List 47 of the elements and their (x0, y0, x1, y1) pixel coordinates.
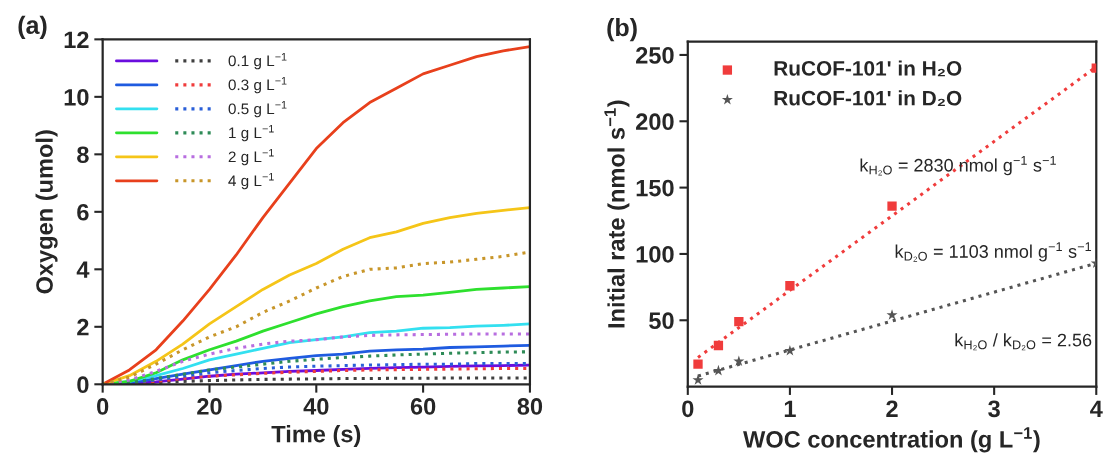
y-tick-label: 4 (76, 261, 90, 278)
y-tick-label: 6 (77, 203, 89, 221)
y-tick-label: 100 (636, 246, 674, 263)
point (886, 309, 898, 320)
x-tick-label: 0 (97, 398, 109, 415)
legend-label: 0.1 g L$^{−1}$ (228, 53, 287, 70)
annotation: k$_{H₂O}$ = 2830 nmol g$^{−1}$ s$^{−1}$ (860, 156, 1056, 176)
point (692, 374, 704, 385)
y-tick-label: 2 (77, 318, 89, 336)
legend-label: 0.3 g L$^{−1}$ (228, 77, 287, 94)
x-tick-label: 80 (517, 398, 543, 415)
point (693, 359, 703, 369)
legend-label: 0.5 g L$^{−1}$ (228, 101, 287, 118)
y-axis-title: Oxygen (umol) (35, 130, 58, 294)
point (887, 201, 897, 211)
point (734, 316, 744, 327)
y-tick-label: 12 (64, 31, 89, 48)
point (785, 281, 795, 291)
y-tick-label: 250 (636, 47, 674, 64)
y-tick-label: 8 (77, 146, 89, 164)
x-tick-label: 40 (303, 398, 329, 415)
y-tick-label: 0 (77, 376, 89, 394)
y-axis-title: Initial rate (nmol s$^{−1}$) (604, 100, 630, 328)
x-tick-label: 20 (197, 398, 222, 415)
legend-label: RuCOF-101' in H₂O (774, 60, 962, 77)
x-tick-label: 3 (988, 400, 1000, 418)
annotation: k$_{H₂O}$ / k$_{D₂O}$ = 2.56 (955, 333, 1092, 351)
x-tick-label: 2 (886, 400, 898, 417)
y-tick-label: 150 (636, 179, 674, 197)
point (784, 344, 796, 356)
x-tick-label: 60 (410, 398, 436, 415)
legend-label: 1 g L$^{−1}$ (229, 125, 274, 142)
point (713, 340, 724, 351)
x-tick-label: 4 (1090, 400, 1103, 417)
y-tick-label: 50 (649, 312, 674, 330)
legend-label: RuCOF-101' in D₂O (774, 90, 962, 107)
chart-title: (a) (18, 15, 47, 39)
annotation: k$_{D₂O}$ = 1103 nmol g$^{−1}$ s$^{−1}$ (895, 242, 1092, 262)
x-axis-title: WOC concentration (g L$^{−1}$) (743, 427, 1040, 453)
y-tick-label: 200 (636, 113, 674, 131)
chart-title: (b) (607, 18, 637, 42)
x-tick-label: 1 (784, 400, 796, 417)
legend-label: 4 g L$^{−1}$ (228, 173, 274, 190)
x-axis-title: Time (s) (271, 425, 361, 448)
x-tick-label: 0 (682, 400, 694, 418)
y-tick-label: 10 (64, 88, 89, 106)
legend-label: 2 g L$^{−1}$ (228, 149, 274, 166)
